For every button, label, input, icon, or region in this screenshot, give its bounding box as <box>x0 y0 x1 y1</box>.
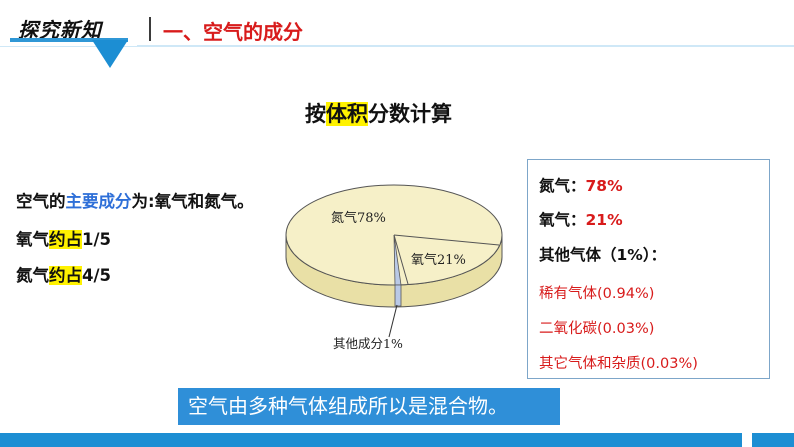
other-leader-line <box>388 304 398 338</box>
section-tab-underline <box>10 38 128 42</box>
impurities-row: 其它气体和杂质(0.03%) <box>539 356 698 372</box>
nitrogen-fraction-line: 氮气约占4/5 <box>16 262 111 286</box>
other-gases-row: 其他气体（1%）： <box>539 246 667 264</box>
nitrogen-label: 氮气： <box>539 177 586 195</box>
page-title: 一、空气的成分 <box>163 20 303 44</box>
calc-title-highlight: 体积 <box>326 102 368 126</box>
footer-gap <box>742 433 752 447</box>
oxygen-row: 氧气：21% <box>539 208 623 230</box>
oxygen-fraction-line: 氧气约占1/5 <box>16 226 111 250</box>
pie-svg: 氮气78% 氧气21% 其他成分1% <box>285 184 503 351</box>
slice-oxygen-boundary-right <box>393 234 500 246</box>
pie-slice-other-side <box>394 284 402 307</box>
nitrogen-value: 78% <box>585 177 623 195</box>
line1-blue: 主要成分 <box>65 192 132 211</box>
line1-suffix: 为:氧气和氮气。 <box>131 192 254 211</box>
pie-label-oxygen: 氧气21% <box>411 252 466 268</box>
line3-suffix: 4/5 <box>82 266 111 285</box>
header-bar: 探究新知 一、空气的成分 <box>0 0 794 68</box>
main-components-line: 空气的主要成分为:氧气和氮气。 <box>16 188 254 212</box>
calc-method-title: 按体积分数计算 <box>305 98 452 128</box>
composition-info-panel: 氮气：78% 氧气：21% 其他气体（1%）： 稀有气体(0.94%) 二氧化碳… <box>527 159 770 379</box>
pie-label-other: 其他成分1% <box>333 336 403 350</box>
line2-prefix: 氧气 <box>16 230 49 249</box>
conclusion-banner: 空气由多种气体组成所以是混合物。 <box>178 388 560 425</box>
line3-prefix: 氮气 <box>16 266 49 285</box>
header-divider <box>149 17 151 41</box>
down-arrow-icon <box>92 40 128 68</box>
line2-suffix: 1/5 <box>82 230 111 249</box>
footer-bar <box>0 433 794 447</box>
nitrogen-row: 氮气：78% <box>539 174 623 196</box>
line2-highlight: 约占 <box>49 230 82 249</box>
air-composition-pie: 氮气78% 氧气21% 其他成分1% <box>283 165 523 351</box>
slice-oxygen-boundary-bottom <box>393 234 409 285</box>
line3-highlight: 约占 <box>49 266 82 285</box>
oxygen-value: 21% <box>585 211 623 229</box>
calc-title-suffix: 分数计算 <box>368 102 452 126</box>
rare-gas-row: 稀有气体(0.94%) <box>539 286 655 302</box>
line1-prefix: 空气的 <box>16 192 66 211</box>
co2-row: 二氧化碳(0.03%) <box>539 321 655 337</box>
oxygen-label: 氧气： <box>539 211 586 229</box>
calc-title-prefix: 按 <box>305 102 326 126</box>
header-rule <box>0 45 794 47</box>
pie-label-nitrogen: 氮气78% <box>331 210 386 226</box>
